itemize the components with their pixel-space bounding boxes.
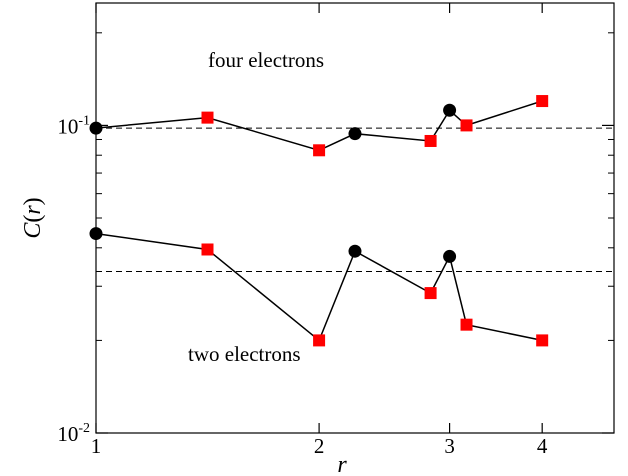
x-axis-label: r [337,452,347,476]
data-point-square [424,134,437,147]
data-point-square [460,119,473,132]
y-axis-label-close-paren: ) [20,197,46,205]
y-minor-ticks [96,32,614,341]
data-point-square [313,144,326,157]
data-point-square [460,318,473,331]
data-point-circle [443,249,457,263]
annotation-two-electrons: two electrons [188,342,301,366]
y-tick-label-exponent: -1 [78,113,90,128]
series-line [95,232,543,342]
data-point-circle [348,127,362,141]
y-tick-label-base: 10 [57,422,78,446]
y-axis-label-var: r [20,205,46,215]
reference-lines [96,127,614,272]
data-point-square [201,111,214,124]
data-point-circle [348,244,362,258]
tick-labels: 10-210-11 2 3 4 [57,113,548,458]
data-point-circle [89,121,103,135]
y-axis-label-open-paren: ( [20,215,46,223]
y-tick-label: 10-2 [57,421,90,446]
series-line [95,100,543,152]
x-tick-label: 3 [444,434,455,458]
x-tick-label: 4 [537,434,548,458]
plot-frame [95,2,615,434]
data-point-circle [89,227,103,241]
x-tick-label: 2 [314,434,325,458]
data-point-square [536,95,549,108]
axis-major-ticks [95,3,614,434]
data-point-square [536,334,549,347]
y-axis-label-symbol: C [20,222,46,239]
y-axis-label: C(r) [20,197,46,238]
annotation-four-electrons: four electrons [208,48,324,72]
y-tick-label: 10-1 [57,113,90,138]
y-tick-label-base: 10 [57,114,78,138]
y-tick-label-exponent: -2 [78,421,90,436]
series-lines [95,100,543,342]
data-point-square [201,243,214,256]
data-point-square [313,334,326,347]
data-point-square [424,287,437,300]
data-markers [89,95,549,347]
data-point-circle [443,103,457,117]
x-tick-label: 1 [91,434,102,458]
